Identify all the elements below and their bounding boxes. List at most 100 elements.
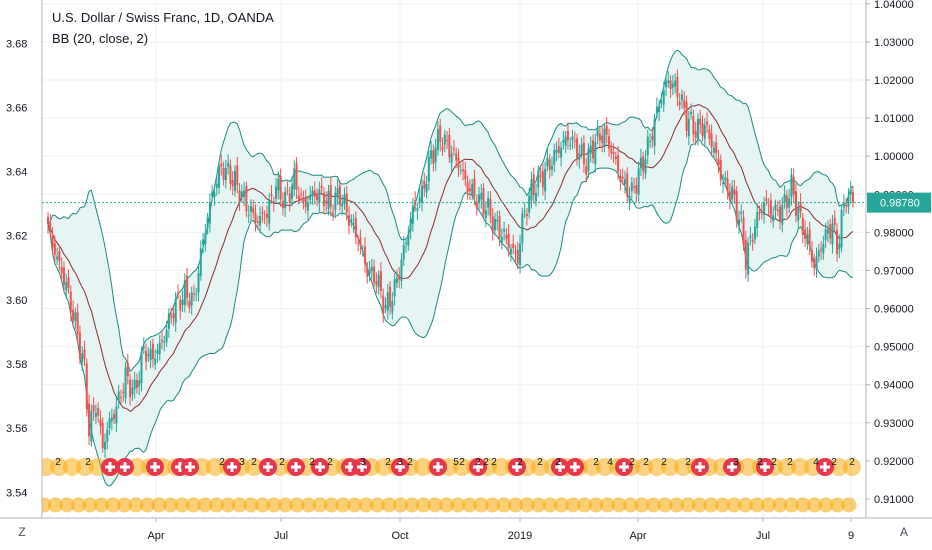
candle xyxy=(642,151,645,180)
candle xyxy=(58,245,61,271)
candle-body xyxy=(842,203,845,208)
candle-body xyxy=(580,144,583,154)
event-marker-label: 4 xyxy=(607,457,613,468)
event-marker-dot xyxy=(496,497,512,513)
candle-body xyxy=(402,245,405,260)
candle xyxy=(576,133,579,166)
bollinger-basis-line xyxy=(47,104,854,412)
candle-body xyxy=(302,199,305,202)
candle-body xyxy=(379,271,382,291)
candle xyxy=(338,180,341,211)
candle xyxy=(259,206,262,234)
candle-body xyxy=(407,234,410,246)
candle-body xyxy=(129,379,132,398)
candle xyxy=(763,196,766,224)
candle-body xyxy=(51,234,54,248)
event-marker-label: 2 xyxy=(85,457,91,468)
event-marker-dot xyxy=(508,497,523,513)
candle-body xyxy=(658,105,661,113)
candle xyxy=(327,184,330,216)
candle-body xyxy=(598,133,601,141)
candle xyxy=(731,179,734,205)
candle xyxy=(204,223,207,252)
candle xyxy=(202,232,205,254)
event-marker-dot xyxy=(439,497,454,513)
candle xyxy=(85,358,88,417)
candle xyxy=(637,161,640,202)
plot-area xyxy=(42,0,866,518)
candle xyxy=(733,179,736,204)
candle-body xyxy=(436,129,439,150)
candle xyxy=(233,165,236,197)
event-marker-dot xyxy=(209,497,224,513)
candle-body xyxy=(573,140,576,142)
candle-body xyxy=(555,149,558,153)
candle-body xyxy=(612,152,615,154)
candle-body xyxy=(685,102,688,131)
candle-body xyxy=(605,125,608,135)
candle xyxy=(288,186,291,212)
candle-body xyxy=(370,266,373,272)
candle xyxy=(368,260,371,282)
candle xyxy=(281,192,284,216)
event-marker-dot xyxy=(623,497,638,513)
candle xyxy=(569,137,572,151)
candle-body xyxy=(774,204,777,210)
candle-body xyxy=(696,118,699,140)
candle xyxy=(817,244,820,263)
candle xyxy=(398,267,401,289)
event-marker-dot xyxy=(59,497,75,513)
candle xyxy=(726,170,729,200)
candle-body xyxy=(610,148,613,154)
event-marker-dot xyxy=(94,497,109,513)
candle-body xyxy=(284,191,287,209)
candle-body xyxy=(662,90,665,105)
candle xyxy=(341,194,344,216)
candle xyxy=(108,411,111,436)
left-tick-label: 3.58 xyxy=(6,359,27,371)
candle-body xyxy=(135,379,138,388)
swiss-flag-cross-h xyxy=(120,465,130,469)
candle xyxy=(471,178,474,201)
candle-body xyxy=(245,186,248,212)
candle xyxy=(304,189,307,214)
candle xyxy=(154,349,157,371)
candle-body xyxy=(692,115,695,134)
candle xyxy=(696,113,699,146)
swiss-flag-cross-h xyxy=(619,465,629,469)
candle xyxy=(131,379,134,401)
candle xyxy=(74,307,77,329)
candle xyxy=(391,292,394,320)
candle xyxy=(708,124,711,145)
bollinger-legend[interactable]: BB (20, close, 2) xyxy=(52,31,149,46)
candle xyxy=(667,71,670,88)
event-marker-dot xyxy=(63,458,81,476)
candle-body xyxy=(238,190,241,203)
event-marker-dot xyxy=(531,497,546,513)
candle xyxy=(115,397,118,433)
right-tick-label: 1.04000 xyxy=(874,0,914,11)
candle-body xyxy=(92,405,95,412)
candle-body xyxy=(215,183,218,188)
candle xyxy=(395,269,398,289)
candle xyxy=(348,206,351,235)
candle-body xyxy=(687,118,690,137)
candle-body xyxy=(348,215,351,226)
candle xyxy=(425,175,428,199)
candle-body xyxy=(377,274,380,288)
event-marker-dot xyxy=(117,497,132,513)
candle xyxy=(377,270,380,295)
candle xyxy=(133,371,136,399)
candle xyxy=(473,169,476,206)
candle-body xyxy=(644,159,647,174)
left-tick-label: 3.56 xyxy=(6,423,27,435)
time-axis: Apr Jul Oct 2019 Apr Jul 9 xyxy=(0,517,932,550)
candle-body xyxy=(170,316,173,318)
auto-scale-button[interactable]: A xyxy=(899,525,908,539)
zoom-reset-button[interactable]: Z xyxy=(18,525,26,539)
event-marker-dot xyxy=(71,497,86,513)
candle-body xyxy=(161,339,164,342)
candle xyxy=(489,191,492,224)
candle-body xyxy=(740,211,743,214)
